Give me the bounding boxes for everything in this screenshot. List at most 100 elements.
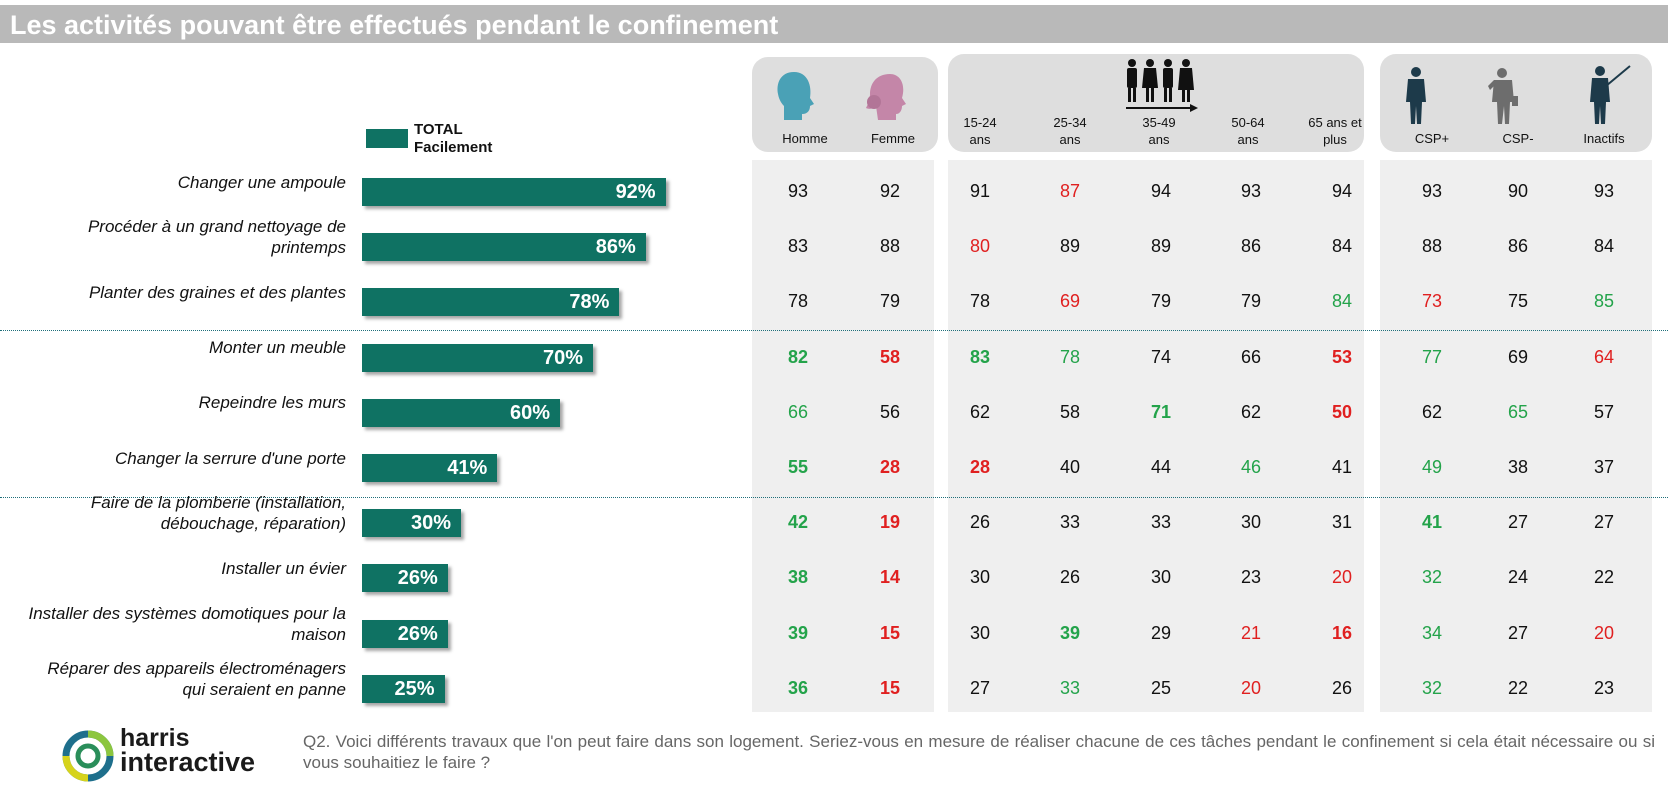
table-cell: 56 [879,401,901,422]
table-cell: 89 [1150,236,1172,257]
row-label: Installer un évier [6,558,346,579]
table-cell: 36 [787,677,809,698]
table-cell: 16 [1331,622,1353,643]
bar-value-label: 41% [447,457,488,479]
table-cell: 30 [969,567,991,588]
table-cell: 66 [787,401,809,422]
table-cell: 38 [787,567,809,588]
table-cell: 88 [1421,236,1443,257]
row-label-line: qui seraient en panne [182,679,346,699]
legend-label: TOTAL Facilement [414,121,492,157]
row-label: Procéder à un grand nettoyage de printemp… [6,216,346,258]
woman-head-icon [864,72,912,127]
table-cell: 88 [879,236,901,257]
row-label-line: maison [291,624,346,644]
table-cell: 22 [1507,677,1529,698]
table-cell: 28 [879,457,901,477]
group-separator-2 [0,497,1668,498]
harris-logo-icon [62,728,114,789]
row-label-line: printemps [271,238,346,258]
table-cell: 78 [969,291,991,312]
table-cell: 89 [1059,236,1081,257]
table-cell: 84 [1331,236,1353,257]
table-cell: 15 [879,677,901,698]
table-cell: 34 [1421,622,1443,643]
table-cell: 94 [1331,181,1353,201]
column-label-homme: Homme [782,131,828,146]
table-cell: 30 [1150,567,1172,588]
table-cell: 27 [1507,622,1529,643]
bar: 25% [362,674,445,703]
table-cell: 23 [1593,677,1615,698]
table-cell: 44 [1150,457,1172,477]
bar-value-label: 86% [595,236,636,259]
table-cell: 20 [1593,622,1615,643]
table-cell: 83 [787,236,809,257]
table-cell: 66 [1240,346,1262,367]
row-label-line: Changer une ampoule [177,172,346,192]
table-cell: 87 [1059,181,1081,201]
table-cell: 27 [1593,512,1615,533]
table-cell: 79 [879,291,901,312]
table-cell: 62 [1421,401,1443,422]
table-cell: 50 [1331,401,1353,422]
table-cell: 62 [969,401,991,422]
bar: 86% [362,233,646,262]
table-cell: 90 [1507,181,1529,201]
table-cell: 78 [787,291,809,312]
table-cell: 41 [1421,512,1443,533]
legend-swatch [366,129,408,148]
age-column-bg [948,160,1364,712]
table-cell: 26 [1059,567,1081,588]
table-cell: 21 [1240,622,1262,643]
row-label: Réparer des appareils électroménagers qui… [6,658,346,700]
table-cell: 33 [1059,677,1081,698]
businessman-icon [1402,66,1430,131]
csp-column-bg [1380,160,1652,712]
bar-value-label: 25% [394,677,435,700]
column-label-inactifs: Inactifs [1583,131,1625,146]
row-label-line: Procéder à un grand nettoyage de [87,217,346,237]
row-label: Planter des graines et des plantes [6,282,346,303]
bar-value-label: 92% [615,181,656,203]
table-cell: 20 [1331,567,1353,588]
bar: 70% [362,343,593,372]
logo-line2: interactive [120,747,256,777]
table-cell: 23 [1240,567,1262,588]
row-label: Changer une ampoule [6,172,346,193]
column-label-35-49: 35-49 ans [1142,115,1176,147]
table-cell: 85 [1593,291,1615,312]
table-cell: 24 [1507,567,1529,588]
table-cell: 53 [1331,346,1353,367]
table-cell: 80 [969,236,991,257]
logo-line1: harris [120,724,190,752]
table-cell: 92 [879,181,901,201]
table-cell: 39 [1059,622,1081,643]
table-cell: 30 [969,622,991,643]
table-cell: 58 [879,346,901,367]
table-cell: 79 [1240,291,1262,312]
row-label: Faire de la plomberie (installation, débo… [6,492,346,534]
fisherman-icon [1588,62,1632,131]
table-cell: 73 [1421,291,1443,312]
table-cell: 22 [1593,567,1615,588]
table-cell: 33 [1059,512,1081,533]
column-label-50-64: 50-64 ans [1231,115,1265,147]
column-label-65-plus: 65 ans et plus [1308,115,1362,147]
table-cell: 20 [1240,677,1262,698]
row-label-line: Changer la serrure d'une porte [115,448,346,468]
table-cell: 74 [1150,346,1172,367]
bar: 30% [362,509,461,538]
table-cell: 58 [1059,401,1081,422]
row-label-line: débouchage, réparation) [160,514,346,534]
table-cell: 25 [1150,677,1172,698]
table-cell: 39 [787,622,809,643]
row-label: Monter un meuble [6,337,346,358]
table-cell: 83 [969,346,991,367]
bar-value-label: 30% [410,512,451,535]
row-label-line: Repeindre les murs [198,393,346,413]
table-cell: 93 [1593,181,1615,201]
row-label-line: Monter un meuble [208,338,346,358]
table-cell: 27 [1507,512,1529,533]
bar-value-label: 60% [509,401,550,424]
